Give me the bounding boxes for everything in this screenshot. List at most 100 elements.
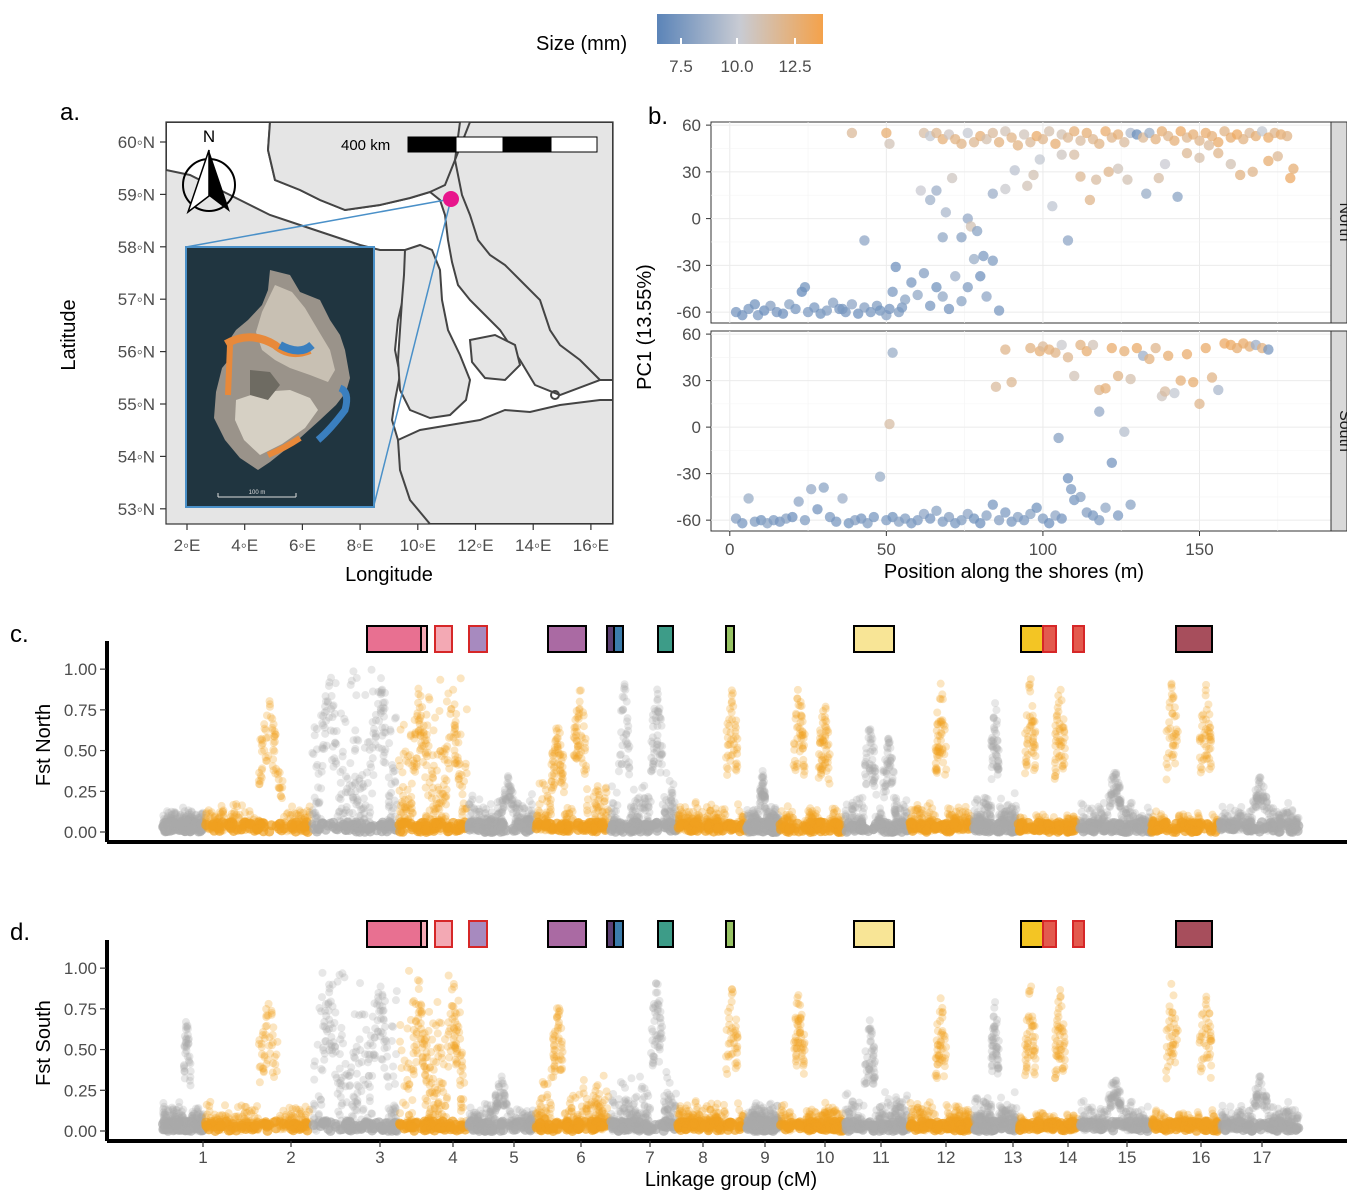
fst-point xyxy=(868,824,879,835)
fst-point xyxy=(378,685,387,694)
map-xtick-label: 10◦E xyxy=(400,536,436,555)
fst-point xyxy=(656,768,665,777)
pca-point-north xyxy=(1285,172,1296,184)
pca-xtick-label: 100 xyxy=(1029,540,1057,559)
fst-point xyxy=(557,768,566,777)
map-ytick-label: 60◦N xyxy=(118,133,155,152)
fst-point xyxy=(255,818,266,829)
fst-point xyxy=(607,782,616,791)
fst-point xyxy=(989,746,998,755)
fst-point xyxy=(454,775,463,784)
pca-point-north xyxy=(962,127,973,139)
fst-point xyxy=(667,796,676,805)
fst-point xyxy=(321,697,330,706)
fst-point xyxy=(352,673,361,682)
fst-point xyxy=(342,802,351,811)
fst-point xyxy=(899,800,908,809)
fst-point xyxy=(458,782,467,791)
pca-ytick-label: 60 xyxy=(682,116,701,135)
fst-point xyxy=(225,822,236,833)
fst-point xyxy=(1026,675,1035,684)
fst-point xyxy=(824,775,833,784)
fst-point xyxy=(933,747,942,756)
fst-point xyxy=(667,788,676,797)
fst-point xyxy=(475,795,484,804)
fst-point xyxy=(629,785,638,794)
fst-point xyxy=(332,759,341,768)
fst-point xyxy=(987,775,996,784)
fst-point xyxy=(750,819,761,830)
fst-point xyxy=(179,803,188,812)
fst-point xyxy=(425,695,434,704)
pca-point-south xyxy=(887,347,898,358)
pca-point-north xyxy=(978,250,989,262)
pca-ytick-label: 60 xyxy=(682,325,701,344)
fst-point xyxy=(172,809,181,818)
fst-point xyxy=(521,826,532,837)
pca-point-north xyxy=(884,303,895,315)
fst-point xyxy=(350,746,359,755)
fst-point xyxy=(560,781,569,790)
facet-strip-north xyxy=(1330,121,1347,324)
fst-point xyxy=(377,674,386,683)
fst-point xyxy=(379,706,388,715)
fst-point xyxy=(935,694,944,703)
pca-point-north xyxy=(1141,188,1152,199)
pca-point-north xyxy=(950,271,961,282)
fst-point xyxy=(593,782,602,791)
fst-point xyxy=(1054,737,1063,746)
map-xtick-label: 8◦E xyxy=(347,536,374,555)
fst-point xyxy=(1054,819,1065,830)
pca-point-south xyxy=(1263,344,1274,355)
fst-point xyxy=(816,726,825,735)
fst-point xyxy=(431,713,440,722)
fst-point xyxy=(1022,824,1033,835)
fst-point xyxy=(340,714,349,723)
inversion-box xyxy=(1072,625,1085,653)
panel-label-a: a. xyxy=(60,99,80,126)
fst-point xyxy=(269,755,278,764)
fst-point xyxy=(257,734,266,743)
fst-point xyxy=(647,753,656,762)
fst-point xyxy=(282,809,291,818)
fst-point xyxy=(198,810,207,819)
fst-point xyxy=(205,809,214,818)
fst-point xyxy=(880,793,889,802)
pca-point-north xyxy=(915,185,926,196)
pca-point-north xyxy=(1213,147,1224,159)
pca-point-north xyxy=(1084,194,1096,206)
fst-point xyxy=(1057,696,1066,705)
inversion-box xyxy=(657,625,674,653)
fst-point xyxy=(227,809,236,818)
pca-point-north xyxy=(1234,169,1246,181)
pca-point-north xyxy=(790,303,801,315)
fst-point xyxy=(799,762,808,771)
pca-point-north xyxy=(821,305,833,316)
fst-point xyxy=(933,708,942,717)
fst-point xyxy=(326,673,335,682)
fst-point xyxy=(690,818,701,829)
pca-point-north xyxy=(1194,135,1205,146)
fst-point xyxy=(414,698,423,707)
fst-point xyxy=(202,808,211,817)
map-xtick-label: 6◦E xyxy=(289,536,316,555)
fst-point xyxy=(229,800,238,809)
fst-point xyxy=(313,760,322,769)
fst-point xyxy=(358,779,367,788)
pca-point-north xyxy=(1000,183,1011,195)
map-panel: 100 m 400 km N 60◦N59◦N58◦N57◦N56◦N55◦N5… xyxy=(58,121,614,586)
fst-point xyxy=(879,817,890,828)
pca-point-south xyxy=(1194,398,1205,410)
pca-point-north xyxy=(1203,140,1215,151)
fst-point xyxy=(451,730,460,739)
pca-point-south xyxy=(818,482,829,493)
fst-point xyxy=(436,675,445,684)
pca-point-south xyxy=(1062,352,1074,363)
fst-point xyxy=(1055,724,1064,733)
pca-point-north xyxy=(1094,138,1105,150)
fst-point xyxy=(513,799,522,808)
fst-point xyxy=(183,810,192,819)
fst-point xyxy=(623,714,632,723)
fst-point xyxy=(217,801,226,810)
fst-point xyxy=(312,725,321,734)
